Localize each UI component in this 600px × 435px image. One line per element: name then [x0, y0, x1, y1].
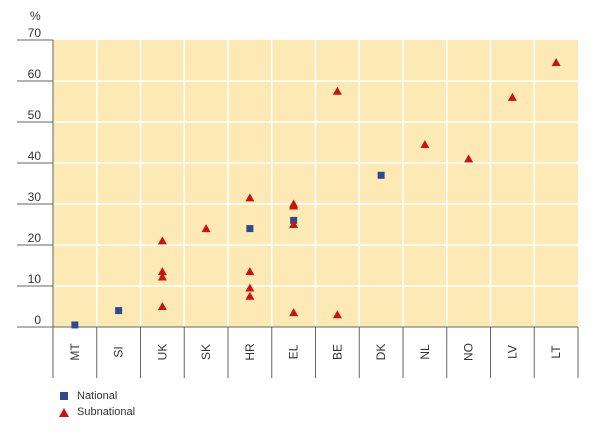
subnational-point [289, 308, 299, 317]
legend-label-subnational: Subnational [77, 406, 136, 418]
subnational-point [245, 283, 255, 292]
subnational-point [289, 201, 299, 210]
subnational-point [157, 267, 167, 276]
subnational-point [245, 267, 255, 276]
triangle-marker-icon [58, 406, 70, 418]
x-category-label: LV [505, 345, 519, 359]
subnational-point [507, 92, 517, 101]
y-tick-label: 70 [28, 26, 42, 40]
x-category-label: EL [287, 344, 301, 359]
y-tick-label: 20 [28, 231, 42, 245]
subnational-point [157, 302, 167, 310]
subnational-point [332, 86, 342, 95]
legend-item-national: National [58, 388, 135, 404]
national-point [246, 225, 254, 233]
subnational-point [289, 220, 299, 228]
x-category-label: SK [199, 344, 213, 360]
y-axis-label: % [30, 9, 41, 23]
y-tick-label: 30 [28, 190, 42, 204]
plot-area [53, 40, 578, 327]
subnational-point [157, 272, 167, 281]
x-category-label: NO [462, 343, 476, 361]
square-marker-icon [58, 390, 70, 402]
legend-label-national: National [77, 390, 118, 402]
x-category-label: HR [243, 343, 257, 361]
subnational-point [464, 154, 474, 163]
subnational-point [420, 140, 430, 149]
subnational-point [157, 236, 167, 245]
legend-item-subnational: Subnational [58, 404, 135, 420]
subnational-point [245, 193, 255, 202]
data-points [71, 58, 561, 329]
subnational-point [201, 224, 211, 233]
y-axis: 0 10 20 30 40 50 60 70 [17, 26, 54, 328]
national-point [71, 321, 79, 329]
y-tick-label: 0 [34, 313, 41, 327]
subnational-point [332, 310, 342, 319]
y-tick-label: 60 [28, 67, 42, 81]
y-tick-label: 50 [28, 108, 42, 122]
y-tick-label: 40 [28, 149, 42, 163]
legend: National Subnational [58, 388, 135, 420]
x-category-label: LT [549, 345, 563, 359]
national-point [115, 307, 123, 315]
x-category-label: NL [418, 344, 432, 360]
y-tick-label: 10 [28, 272, 42, 286]
x-category-label: MT [68, 343, 82, 361]
x-category-label: SI [112, 346, 126, 357]
x-category-label: DK [374, 344, 388, 361]
subnational-point [551, 58, 561, 67]
x-category-label: BE [330, 344, 344, 360]
national-point [377, 171, 385, 179]
subnational-point [245, 291, 255, 300]
x-category-label: UK [155, 344, 169, 361]
x-axis: MT SI UK SK HR EL BE DK NL NO LV LT [52, 326, 579, 378]
